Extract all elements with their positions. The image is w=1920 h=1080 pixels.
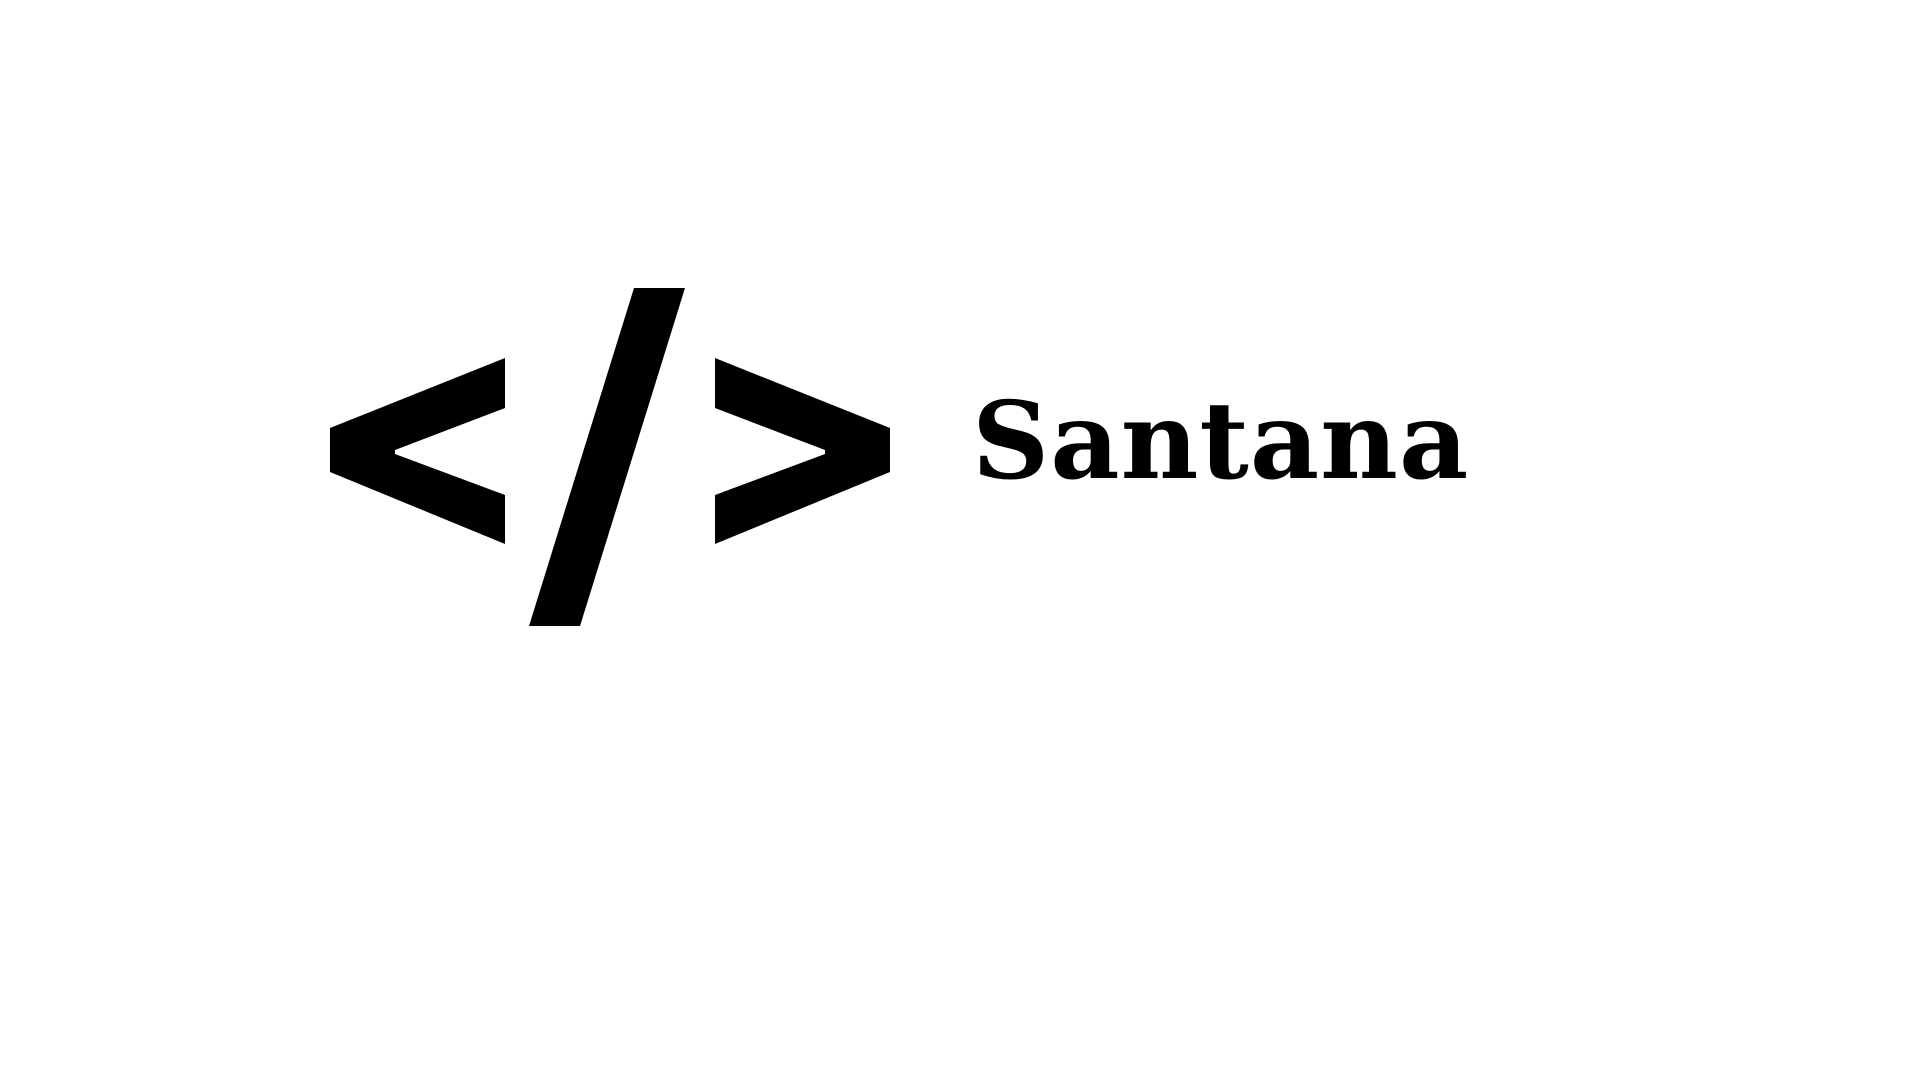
- left-angle-bracket: [330, 358, 505, 544]
- slash-stroke: [529, 288, 685, 626]
- brand-name: Santana: [972, 379, 1470, 504]
- code-brackets-icon: [330, 288, 890, 626]
- right-angle-bracket: [715, 358, 890, 544]
